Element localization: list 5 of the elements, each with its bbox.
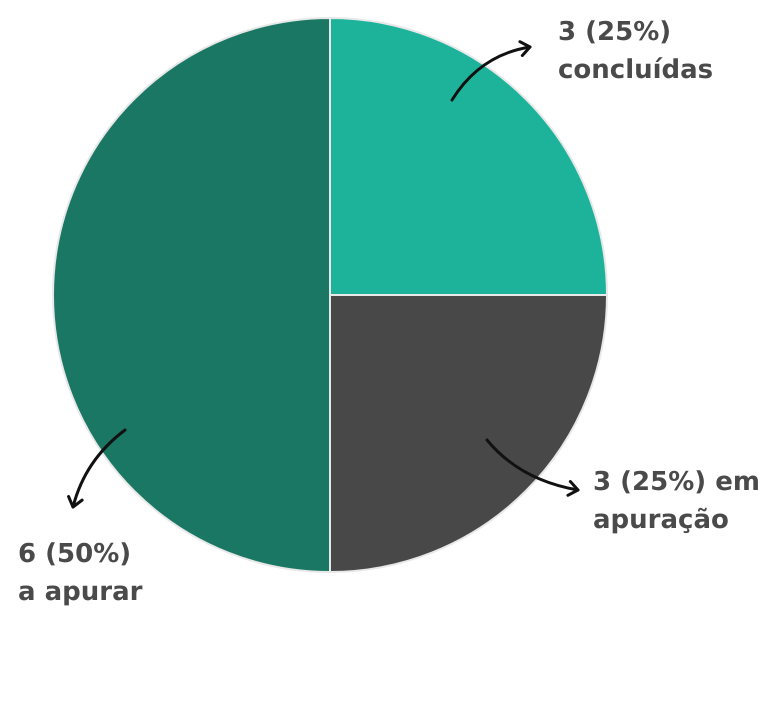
slice-label: a apurar xyxy=(18,577,143,607)
data-label: 6 (50%) xyxy=(18,539,132,569)
slice-label: 3 (25%) em apuração xyxy=(593,467,760,535)
slice-label: concluídas xyxy=(558,55,714,85)
data-label: 3 (25%) xyxy=(558,17,672,47)
